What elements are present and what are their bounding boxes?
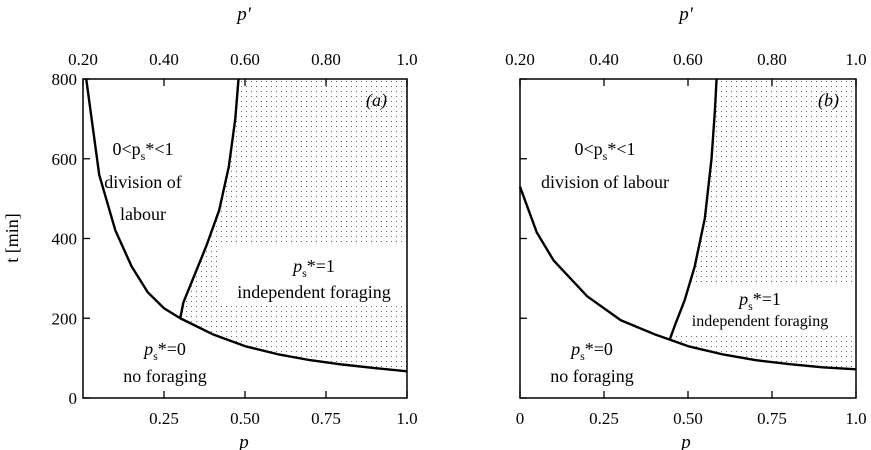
x2-tick-label-b: 1.0 — [845, 50, 866, 69]
panel-b: 0 0.25 0.50 0.75 1.0 0.20 0.40 0.60 0.80 1.0 p' p… — [505, 4, 867, 450]
x-tick-label-b: 0 — [516, 409, 525, 428]
boundary-division-a — [179, 78, 240, 319]
independent-sublabel-a: independent foraging — [237, 282, 390, 302]
panel-label-b: (b) — [818, 90, 839, 111]
x-tick-label-a: 0.25 — [149, 409, 179, 428]
x2-axis-label-a: p' — [235, 4, 252, 25]
independent-sublabel-b: independent foraging — [692, 313, 828, 330]
x2-tick-label-b: 0.20 — [505, 50, 535, 69]
division-label-b: 0<ps*<1 — [575, 139, 636, 163]
independent-label-a: ps*=1 — [291, 256, 335, 280]
y-tick-label-a: 200 — [52, 309, 78, 328]
panel-label-a: (a) — [366, 90, 387, 111]
x-axis-label-a: p — [237, 432, 249, 450]
x2-tick-label-a: 0.60 — [230, 50, 260, 69]
x-tick-label-a: 0.50 — [230, 409, 260, 428]
x-tick-label-a: 0.75 — [311, 409, 341, 428]
x2-tick-label-b: 0.60 — [673, 50, 703, 69]
panel-a: 0.25 0.50 0.75 1.0 0.20 0.40 0.60 0.80 1.0 0 200 40… — [2, 4, 418, 450]
x-tick-label-a: 1.0 — [396, 409, 417, 428]
x2-tick-label-b: 0.80 — [757, 50, 787, 69]
x-tick-label-b: 0.75 — [757, 409, 787, 428]
division-sublabel2-a: labour — [120, 204, 166, 224]
boundary-no-foraging-b — [518, 186, 857, 371]
x-tick-label-b: 0.25 — [589, 409, 619, 428]
x2-tick-label-a: 0.20 — [68, 50, 98, 69]
no-foraging-sublabel-a: no foraging — [123, 366, 206, 386]
x-tick-label-b: 0.50 — [673, 409, 703, 428]
x-tick-label-b: 1.0 — [845, 409, 866, 428]
y-tick-label-a: 600 — [52, 150, 78, 169]
x2-tick-label-b: 0.40 — [589, 50, 619, 69]
boundary-division-b — [668, 78, 718, 341]
boundary-no-foraging-a — [85, 78, 408, 373]
y-tick-label-a: 0 — [69, 389, 78, 408]
x2-axis-label-b: p' — [677, 4, 694, 25]
independent-label-background-a — [217, 245, 407, 303]
y-tick-label-a: 800 — [52, 70, 78, 89]
division-sublabel-b: division of labour — [541, 172, 669, 192]
y-tick-label-a: 400 — [52, 230, 78, 249]
x2-tick-label-a: 0.40 — [149, 50, 179, 69]
independent-label-b: ps*=1 — [737, 289, 781, 313]
y-axis-label-a: t [min] — [2, 213, 22, 263]
no-foraging-sublabel-b: no foraging — [550, 366, 633, 386]
no-foraging-label-a: ps*=0 — [142, 339, 186, 363]
x2-tick-label-a: 0.80 — [311, 50, 341, 69]
division-sublabel-a: division of — [104, 172, 182, 192]
independent-label-background-b — [666, 283, 856, 333]
x-axis-label-b: p — [679, 432, 691, 450]
no-foraging-label-b: ps*=0 — [569, 339, 613, 363]
division-label-a: 0<ps*<1 — [113, 139, 174, 163]
x2-tick-label-a: 1.0 — [396, 50, 417, 69]
